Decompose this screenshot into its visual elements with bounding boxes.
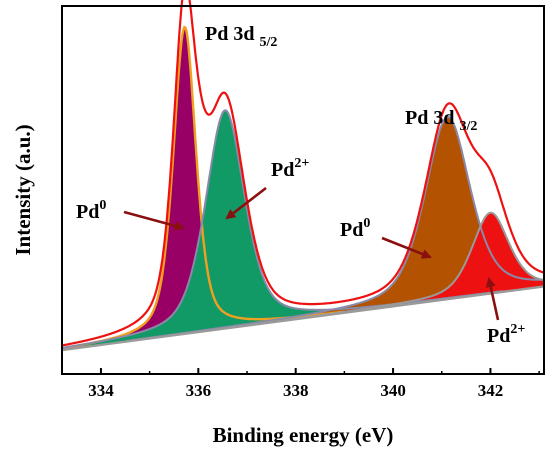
peak-outlines [61, 25, 545, 350]
peak-outline-1 [61, 109, 503, 349]
label-pd2-3d32: Pd2+ [487, 322, 525, 347]
x-tick-label: 338 [283, 381, 309, 400]
x-tick-label: 334 [88, 381, 114, 400]
x-tick-label: 336 [186, 381, 212, 400]
arrow-pd0-3d52 [123, 210, 185, 231]
plot-frame [61, 5, 545, 375]
baseline-line [61, 285, 545, 352]
peak-fills [62, 27, 545, 351]
arrow-pd2-3d32 [485, 277, 500, 321]
label-pd2-3d52: Pd2+ [271, 156, 309, 181]
peak-fill-3 [227, 212, 545, 329]
arrow-pd2-3d52 [225, 186, 267, 220]
x-tick-label: 340 [380, 381, 406, 400]
x-axis-title: Binding energy (eV) [213, 423, 394, 447]
y-axis-title: Intensity (a.u.) [11, 124, 35, 255]
peak-fill-2 [126, 116, 544, 342]
label-pd0-3d32: Pd0 [340, 216, 370, 241]
group-title-3d52: Pd 3d 5/2 [205, 23, 277, 50]
group-title-3d32: Pd 3d 3/2 [405, 107, 477, 134]
x-tick-label: 342 [478, 381, 504, 400]
annotation-arrows [123, 186, 500, 321]
x-axis-ticks: 334 336 338 340 342 [88, 368, 540, 400]
envelope-curve [61, 0, 545, 347]
label-pd0-3d52: Pd0 [76, 198, 106, 223]
arrow-pd0-3d32 [381, 236, 432, 259]
